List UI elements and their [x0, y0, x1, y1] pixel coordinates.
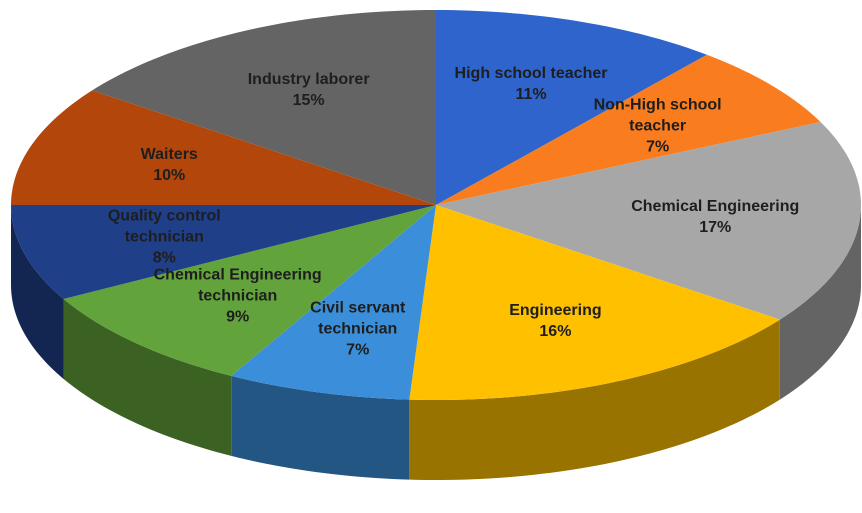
slice-name: Engineering: [509, 302, 602, 320]
slice: [11, 90, 436, 205]
slice: [436, 10, 707, 205]
slice-value: 7%: [346, 341, 370, 359]
slice-side: [409, 319, 780, 480]
slice-name: Civil servant technician: [310, 299, 406, 338]
slice-label: Industry laborer 15%: [224, 69, 394, 111]
slice-value: 7%: [646, 138, 670, 156]
slice-label: Engineering 16%: [470, 300, 640, 342]
slice-side: [231, 375, 410, 480]
slice-name: Chemical Engineering technician: [153, 266, 322, 305]
slice-side: [11, 205, 64, 379]
slice: [11, 205, 436, 299]
slice-label: Chemical Engineering 17%: [630, 196, 800, 238]
slice-label: Civil servant technician 7%: [273, 297, 443, 360]
slice: [231, 205, 436, 400]
slice-value: 8%: [152, 249, 176, 267]
slice-label: Quality control technician 8%: [79, 206, 249, 269]
slice: [92, 10, 437, 205]
slice-value: 16%: [539, 323, 572, 341]
slice-name: High school teacher: [454, 64, 608, 82]
slice-label: Waiters 10%: [84, 144, 254, 186]
slice-side: [63, 298, 232, 456]
slice: [436, 121, 861, 320]
slice-value: 11%: [515, 85, 547, 103]
slice-value: 17%: [699, 219, 732, 237]
slice-name: Waiters: [140, 146, 198, 164]
slice: [436, 54, 821, 205]
slice-name: Quality control technician: [107, 207, 221, 246]
slice-label: High school teacher 11%: [446, 63, 616, 105]
slice-side: [779, 205, 861, 400]
slice: [409, 205, 780, 400]
slice: [63, 205, 436, 376]
slice-value: 10%: [153, 167, 186, 185]
slice-name: Chemical Engineering: [631, 198, 800, 216]
slice-name: Industry laborer: [247, 71, 370, 89]
slice-label: Chemical Engineering technician 9%: [153, 265, 323, 328]
slice-label: Non-High school teacher 7%: [573, 95, 743, 158]
slice-value: 15%: [292, 92, 325, 110]
slice-name: Non-High school teacher: [593, 96, 722, 135]
slice-value: 9%: [226, 308, 250, 326]
